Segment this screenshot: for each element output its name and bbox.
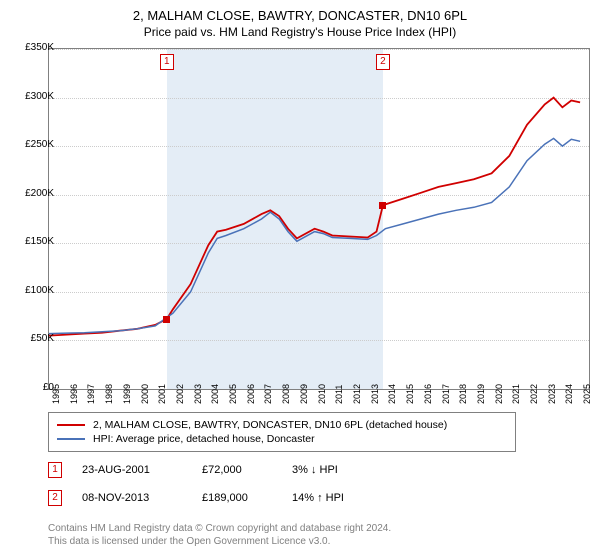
legend-row-1: 2, MALHAM CLOSE, BAWTRY, DONCASTER, DN10… (57, 419, 507, 431)
y-axis-label: £300K (12, 91, 54, 102)
y-axis-label: £200K (12, 188, 54, 199)
sale-marker-1: 1 (48, 462, 62, 478)
x-axis-label: 1999 (122, 384, 132, 404)
x-axis-label: 2008 (281, 384, 291, 404)
sale-date-1: 23-AUG-2001 (82, 464, 182, 476)
x-axis-label: 2014 (387, 384, 397, 404)
x-axis-label: 2010 (317, 384, 327, 404)
sale-price-1: £72,000 (202, 464, 272, 476)
sale-row-1: 1 23-AUG-2001 £72,000 3% ↓ HPI (48, 462, 338, 478)
legend-row-2: HPI: Average price, detached house, Donc… (57, 433, 507, 445)
legend-label-2: HPI: Average price, detached house, Donc… (93, 433, 315, 445)
legend-label-1: 2, MALHAM CLOSE, BAWTRY, DONCASTER, DN10… (93, 419, 447, 431)
x-axis-label: 2001 (157, 384, 167, 404)
x-axis-label: 2017 (441, 384, 451, 404)
title-line1: 2, MALHAM CLOSE, BAWTRY, DONCASTER, DN10… (0, 8, 600, 23)
x-axis-label: 2009 (299, 384, 309, 404)
marker-box-1: 1 (160, 54, 174, 70)
sale-delta-2: 14% ↑ HPI (292, 492, 344, 504)
x-axis-label: 2019 (476, 384, 486, 404)
y-axis-label: £350K (12, 42, 54, 53)
x-axis-label: 2023 (547, 384, 557, 404)
x-axis-label: 2005 (228, 384, 238, 404)
footer-line2: This data is licensed under the Open Gov… (48, 535, 558, 548)
sale-delta-1: 3% ↓ HPI (292, 464, 338, 476)
y-axis-label: £150K (12, 236, 54, 247)
x-axis-label: 2022 (529, 384, 539, 404)
x-axis-label: 2015 (405, 384, 415, 404)
x-axis-label: 2004 (210, 384, 220, 404)
sale-date-2: 08-NOV-2013 (82, 492, 182, 504)
x-axis-label: 2025 (582, 384, 592, 404)
x-axis-label: 2018 (458, 384, 468, 404)
chart-container: 2, MALHAM CLOSE, BAWTRY, DONCASTER, DN10… (0, 0, 600, 560)
x-axis-label: 2020 (494, 384, 504, 404)
x-axis-label: 2007 (263, 384, 273, 404)
x-axis-label: 1997 (86, 384, 96, 404)
y-axis-label: £0 (12, 382, 54, 393)
legend-swatch-2 (57, 438, 85, 440)
chart-lines (49, 49, 589, 389)
marker-box-2: 2 (376, 54, 390, 70)
legend-swatch-1 (57, 424, 85, 426)
x-axis-label: 2024 (564, 384, 574, 404)
legend: 2, MALHAM CLOSE, BAWTRY, DONCASTER, DN10… (48, 412, 516, 452)
title-line2: Price paid vs. HM Land Registry's House … (0, 25, 600, 39)
x-axis-label: 2016 (423, 384, 433, 404)
y-axis-label: £100K (12, 285, 54, 296)
x-axis-label: 1995 (51, 384, 61, 404)
sale-row-2: 2 08-NOV-2013 £189,000 14% ↑ HPI (48, 490, 344, 506)
footer-line1: Contains HM Land Registry data © Crown c… (48, 522, 558, 535)
x-axis-label: 2012 (352, 384, 362, 404)
x-axis-label: 2021 (511, 384, 521, 404)
sale-dot-2 (379, 202, 386, 209)
y-axis-label: £50K (12, 333, 54, 344)
series-price_paid (49, 98, 580, 336)
footer: Contains HM Land Registry data © Crown c… (48, 522, 558, 548)
title-block: 2, MALHAM CLOSE, BAWTRY, DONCASTER, DN10… (0, 0, 600, 39)
x-axis-label: 1996 (69, 384, 79, 404)
x-axis-label: 2000 (140, 384, 150, 404)
x-axis-label: 2002 (175, 384, 185, 404)
x-axis-label: 2003 (193, 384, 203, 404)
sale-price-2: £189,000 (202, 492, 272, 504)
sale-dot-1 (163, 316, 170, 323)
x-axis-label: 2013 (370, 384, 380, 404)
series-hpi (49, 138, 580, 333)
y-axis-label: £250K (12, 139, 54, 150)
x-axis-label: 2006 (246, 384, 256, 404)
x-axis-label: 1998 (104, 384, 114, 404)
sale-marker-2: 2 (48, 490, 62, 506)
x-axis-label: 2011 (334, 385, 344, 404)
chart-plot-area (48, 48, 590, 390)
